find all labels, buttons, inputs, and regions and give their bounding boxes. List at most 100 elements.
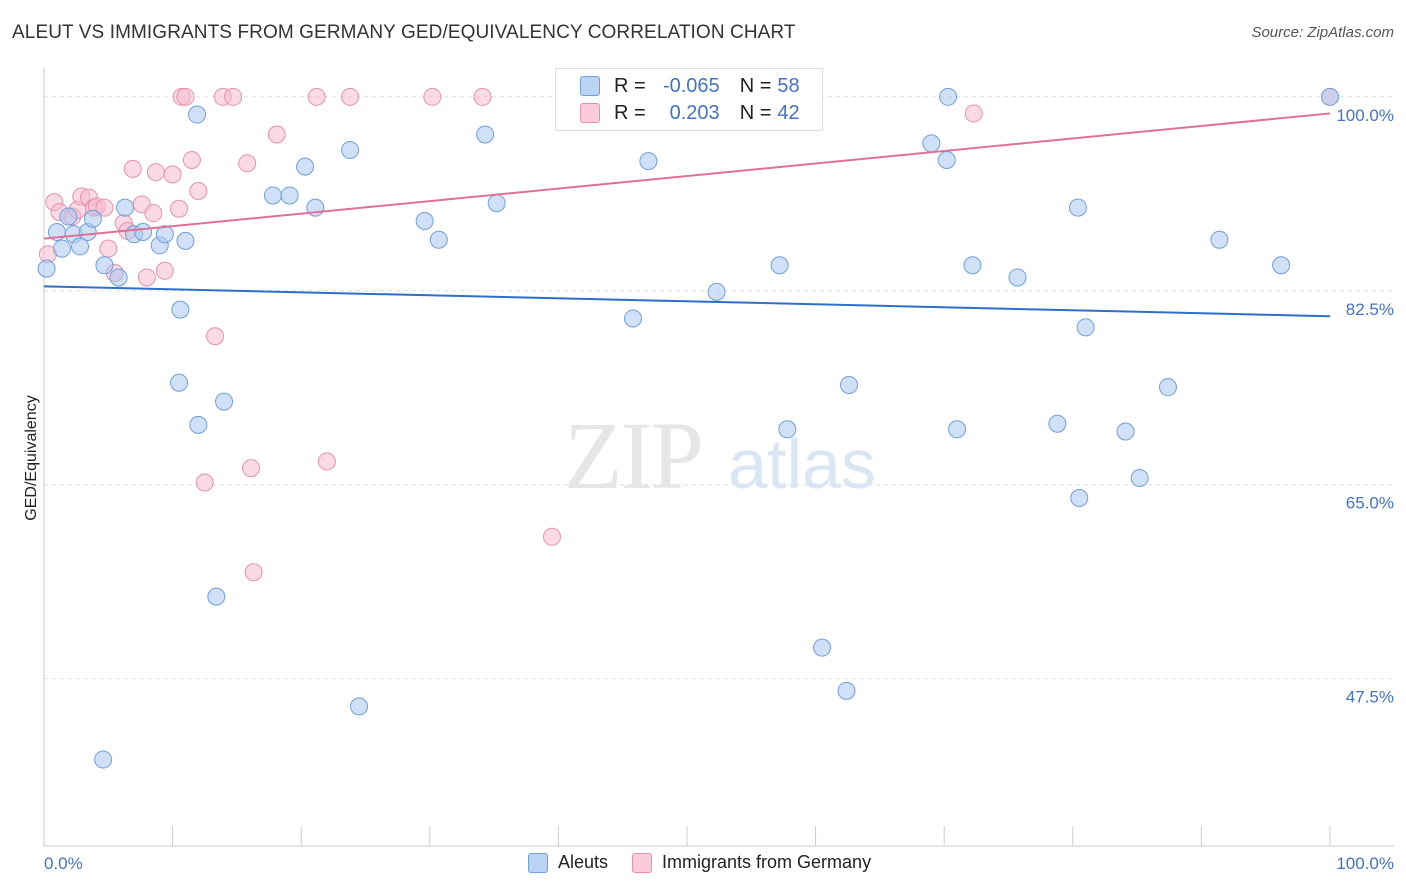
point-aleuts <box>109 268 128 287</box>
legend-r-value: 0.203 <box>669 101 720 124</box>
x-tick-label-right: 100.0% <box>1336 854 1394 873</box>
source-label: Source: ZipAtlas.com <box>1251 24 1394 41</box>
point-germany <box>242 459 261 478</box>
legend-row-germany: R = 0.203 N = 42 <box>580 101 800 125</box>
point-aleuts <box>707 282 726 301</box>
point-aleuts <box>840 375 859 394</box>
legend-swatch-germany <box>632 852 653 873</box>
point-aleuts <box>155 225 174 244</box>
point-germany <box>195 473 214 492</box>
point-germany <box>267 125 286 144</box>
point-aleuts <box>770 256 789 275</box>
point-aleuts <box>778 420 797 439</box>
point-germany <box>224 87 243 106</box>
point-aleuts <box>263 186 282 205</box>
point-aleuts <box>296 157 315 176</box>
point-germany <box>189 182 208 201</box>
point-aleuts <box>963 256 982 275</box>
point-germany <box>170 199 189 218</box>
y-tick-label: 65.0% <box>1346 494 1394 513</box>
legend-swatch-aleuts <box>528 852 548 873</box>
trendline-germany <box>43 112 1331 240</box>
point-aleuts <box>116 198 135 217</box>
point-germany <box>307 87 326 106</box>
point-aleuts <box>1130 469 1149 488</box>
point-germany <box>341 87 360 106</box>
point-aleuts <box>1116 422 1135 441</box>
legend-n-value: 42 <box>777 101 800 124</box>
point-aleuts <box>1008 268 1027 287</box>
trendline-aleuts <box>43 285 1331 318</box>
point-germany <box>182 150 201 169</box>
series-legend: Aleuts Immigrants from Germany <box>528 852 895 873</box>
point-aleuts <box>350 697 369 716</box>
point-aleuts <box>1321 87 1339 106</box>
legend-n-value: 58 <box>777 74 800 97</box>
point-aleuts <box>176 231 195 250</box>
point-germany <box>137 268 156 287</box>
watermark: ZIP atlas <box>564 402 876 509</box>
point-germany <box>244 563 263 582</box>
point-aleuts <box>215 392 234 411</box>
legend-r-label: R = <box>614 101 646 124</box>
point-germany <box>423 87 442 106</box>
point-germany <box>95 198 114 217</box>
point-aleuts <box>1068 198 1087 217</box>
point-aleuts <box>1210 230 1229 249</box>
point-germany <box>144 204 163 223</box>
point-aleuts <box>171 300 190 319</box>
point-aleuts <box>95 256 114 275</box>
point-aleuts <box>415 211 434 230</box>
legend-swatch-blue <box>580 76 600 96</box>
point-aleuts <box>59 207 78 226</box>
point-aleuts <box>429 230 448 249</box>
watermark-atlas: atlas <box>728 425 876 503</box>
legend-n-label: N = <box>739 74 772 97</box>
legend-label-germany: Immigrants from Germany <box>662 852 872 872</box>
point-aleuts <box>623 309 642 328</box>
point-germany <box>176 87 195 106</box>
legend-item-germany: Immigrants from Germany <box>632 852 871 873</box>
point-germany <box>238 154 257 173</box>
point-aleuts <box>937 150 956 169</box>
point-germany <box>99 239 118 258</box>
point-aleuts <box>170 373 189 392</box>
point-aleuts <box>948 420 967 439</box>
y-tick-label: 82.5% <box>1346 300 1394 319</box>
legend-item-aleuts: Aleuts <box>528 852 608 873</box>
point-germany <box>163 165 182 184</box>
point-germany <box>473 87 492 106</box>
point-aleuts <box>939 87 958 106</box>
point-aleuts <box>94 750 113 769</box>
point-aleuts <box>188 105 207 124</box>
y-tick-labels: 100.0% 82.5% 65.0% 47.5% <box>1336 106 1394 707</box>
point-germany <box>155 261 174 280</box>
point-aleuts <box>37 259 56 278</box>
watermark-zip: ZIP <box>564 402 702 509</box>
point-aleuts <box>1158 378 1177 397</box>
point-aleuts <box>1048 414 1067 433</box>
legend-swatch-pink <box>580 103 600 123</box>
stats-legend: R = -0.065 N = 58 R = 0.203 N = 42 <box>555 68 823 131</box>
point-germany <box>206 327 225 346</box>
y-axis-label: GED/Equivalency <box>23 395 40 520</box>
point-aleuts <box>487 194 506 213</box>
y-tick-label: 100.0% <box>1336 106 1394 125</box>
legend-r-label: R = <box>614 74 646 97</box>
point-aleuts <box>207 587 226 606</box>
point-aleuts <box>71 237 90 256</box>
point-aleuts <box>639 152 658 171</box>
point-germany <box>146 163 165 182</box>
point-aleuts <box>837 681 856 700</box>
point-aleuts <box>83 209 102 228</box>
point-aleuts <box>476 125 495 144</box>
chart-title: ALEUT VS IMMIGRANTS FROM GERMANY GED/EQU… <box>12 22 796 43</box>
point-aleuts <box>922 134 941 153</box>
point-aleuts <box>813 638 832 657</box>
y-tick-label: 47.5% <box>1346 688 1394 707</box>
point-aleuts <box>1272 256 1291 275</box>
point-aleuts <box>1076 318 1095 337</box>
point-aleuts <box>341 141 360 160</box>
point-germany <box>964 104 983 123</box>
